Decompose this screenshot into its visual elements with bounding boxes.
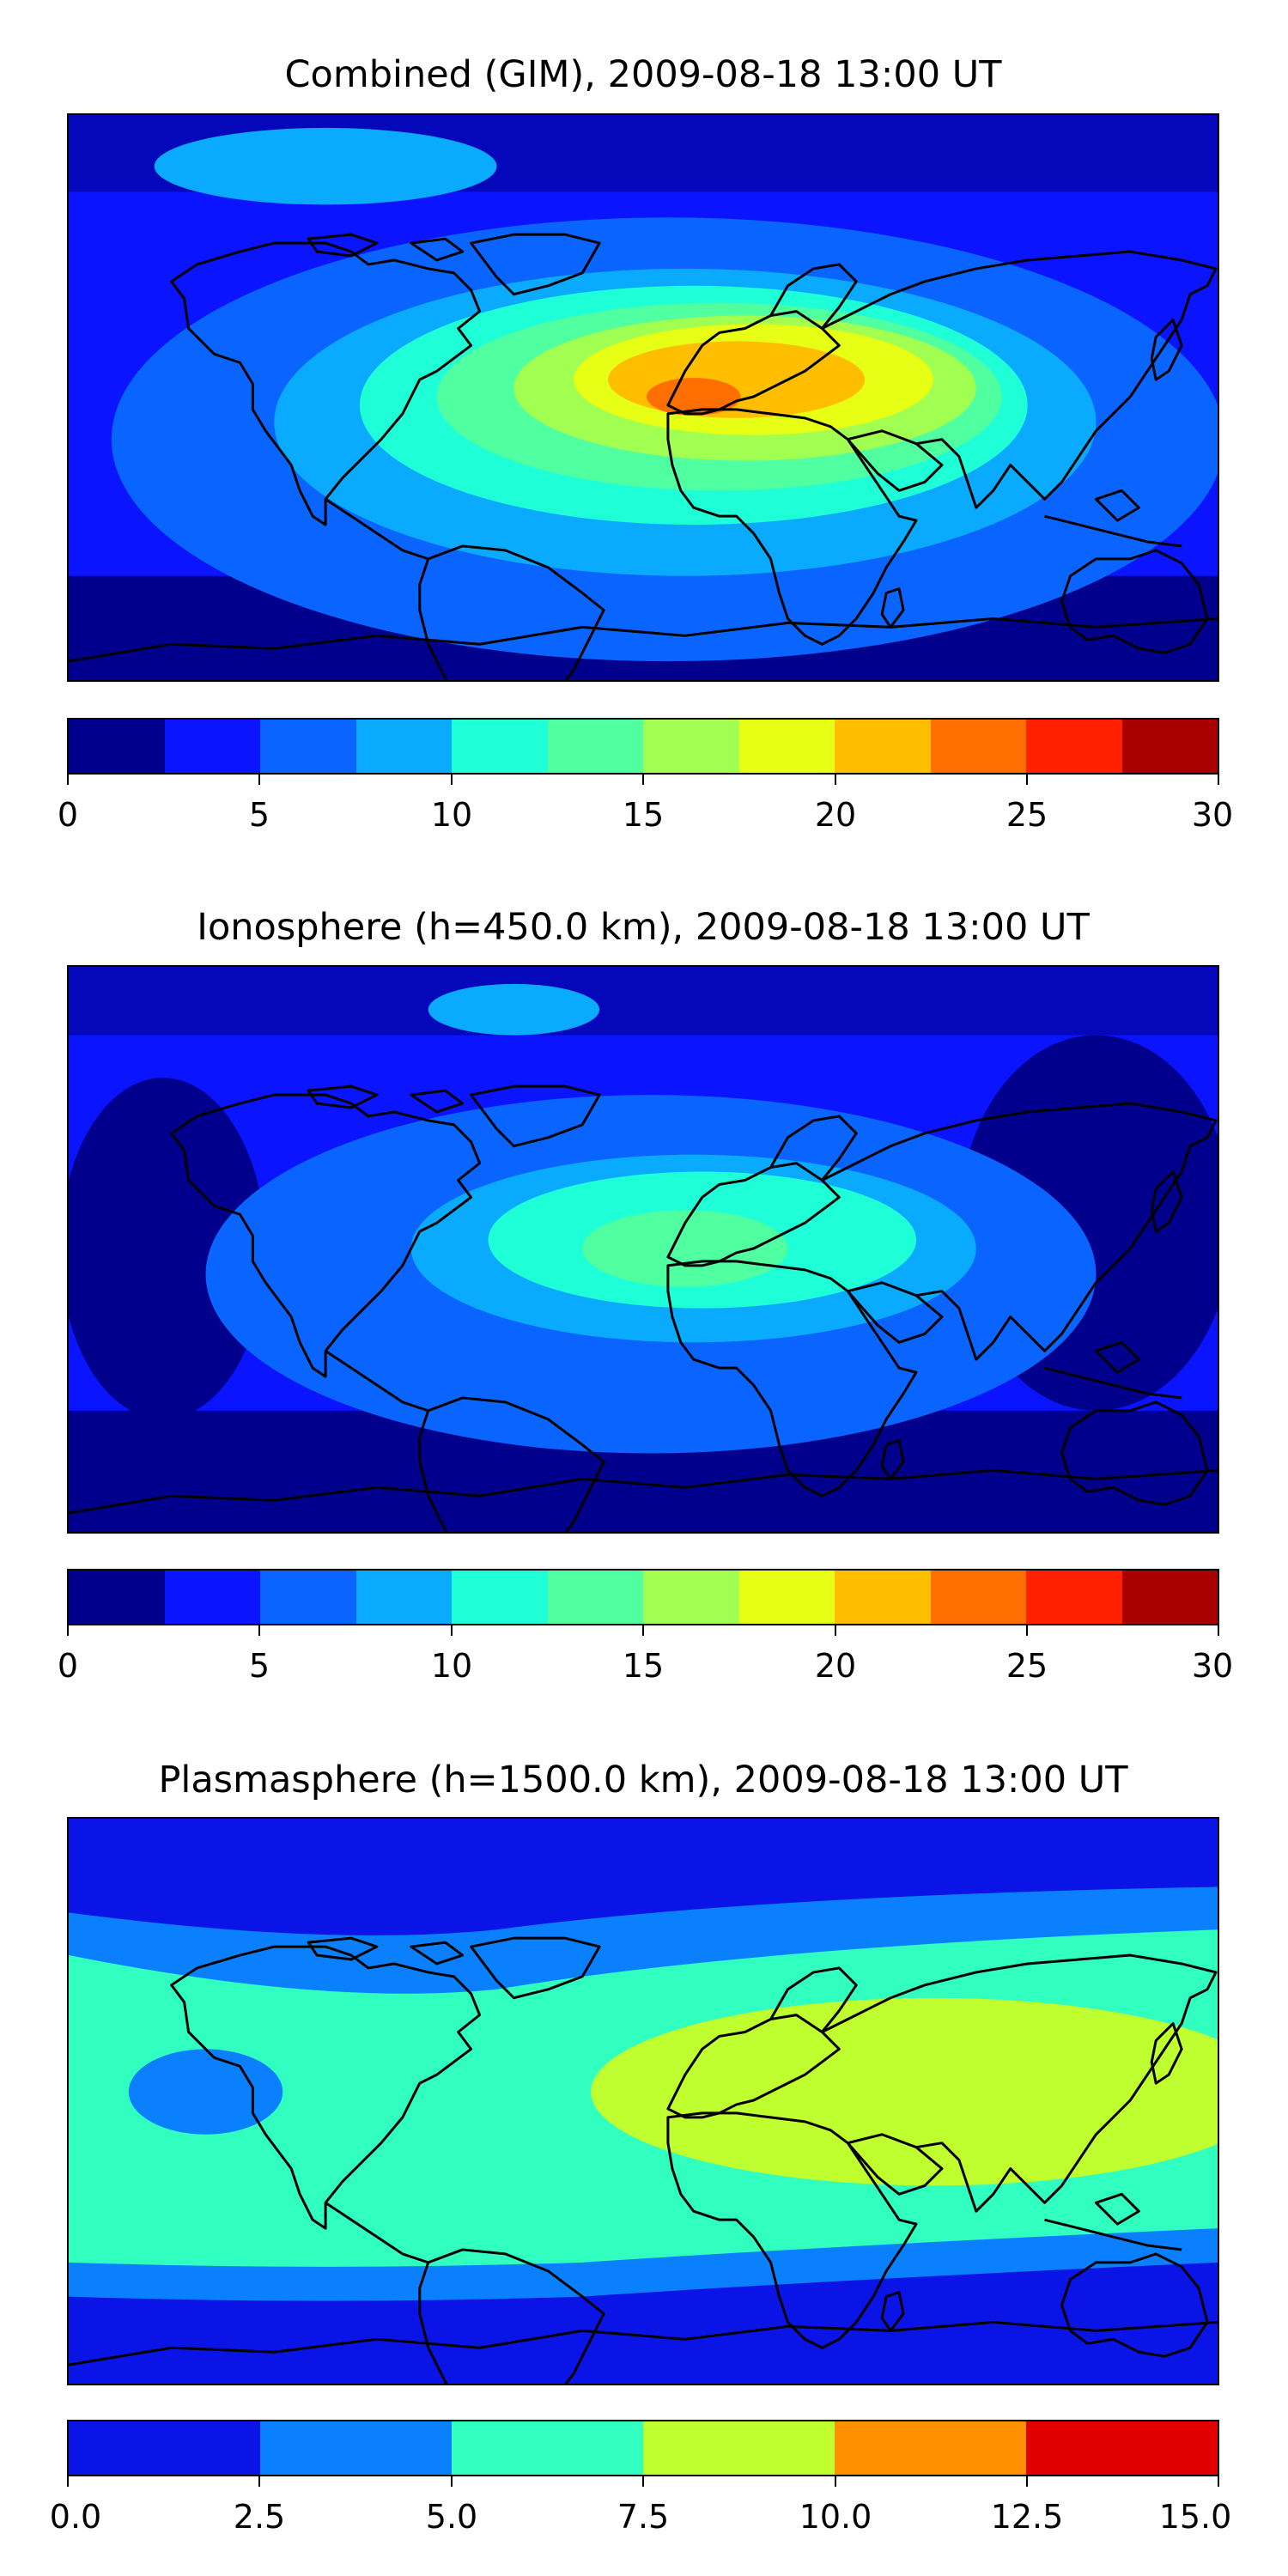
colorbar-tick <box>1026 1625 1028 1636</box>
colorbar-segment <box>69 720 165 773</box>
colorbar-segment <box>643 2421 835 2475</box>
colorbar-segment <box>643 720 739 773</box>
colorbar-tick <box>451 775 453 785</box>
colorbar-tick-label: 15.0 <box>1158 2498 1232 2536</box>
colorbar-tick-label: 5 <box>248 1647 270 1685</box>
colorbar-tick <box>1218 1625 1219 1636</box>
colorbar-segment <box>1121 1571 1218 1624</box>
colorbar-segment <box>355 1571 452 1624</box>
colorbar-ionosphere <box>67 1569 1219 1625</box>
colorbar-tick-label: 25 <box>1005 796 1048 834</box>
colorbar-segment <box>738 720 835 773</box>
colorbar-tick-label: 30 <box>1191 796 1234 834</box>
colorbar-tick <box>67 2476 69 2487</box>
colorbar-tick-label: 0 <box>57 1647 79 1685</box>
colorbar-segment <box>452 2421 643 2475</box>
colorbar-tick-label: 20 <box>814 1647 857 1685</box>
tec-map-plasmasphere <box>67 1817 1219 2385</box>
colorbar-tick <box>67 775 69 785</box>
colorbar-tick <box>835 1625 836 1636</box>
colorbar-tick-label: 10.0 <box>799 2498 872 2536</box>
map-title: Plasmasphere (h=1500.0 km), 2009-08-18 1… <box>158 1759 1128 1801</box>
colorbar-tick-label: 30 <box>1191 1647 1234 1685</box>
colorbar-tick <box>835 2476 836 2487</box>
colorbar-segment <box>547 720 643 773</box>
colorbar-segment <box>260 2421 452 2475</box>
tec-map-ionosphere <box>67 965 1219 1534</box>
colorbar-tick <box>642 775 644 785</box>
colorbar-tick <box>642 1625 644 1636</box>
colorbar-tick-label: 5 <box>248 796 270 834</box>
colorbar-segment <box>164 720 260 773</box>
colorbar-tick-label: 15 <box>622 796 665 834</box>
colorbar-segment <box>452 720 548 773</box>
colorbar-segment <box>643 1571 739 1624</box>
colorbar-tick-label: 10 <box>430 1647 473 1685</box>
colorbar-segment <box>69 1571 165 1624</box>
colorbar-tick <box>67 1625 69 1636</box>
colorbar-tick <box>1026 2476 1028 2487</box>
colorbar-tick-label: 12.5 <box>990 2498 1064 2536</box>
colorbar-tick <box>258 775 260 785</box>
colorbar-tick <box>642 2476 644 2487</box>
colorbar-tick <box>451 1625 453 1636</box>
colorbar-segment <box>1026 720 1122 773</box>
colorbar-tick-label: 7.5 <box>617 2498 670 2536</box>
colorbar-segment <box>835 2421 1026 2475</box>
colorbar-tick-label: 10 <box>430 796 473 834</box>
colorbar-segment <box>1121 720 1218 773</box>
colorbar-segment <box>260 1571 356 1624</box>
colorbar-tick <box>1218 775 1219 785</box>
colorbar-segment <box>930 720 1026 773</box>
colorbar-tick <box>835 775 836 785</box>
colorbar-segment <box>738 1571 835 1624</box>
colorbar-tick-label: 5.0 <box>425 2498 478 2536</box>
colorbar-tick <box>451 2476 453 2487</box>
colorbar-tick <box>258 1625 260 1636</box>
colorbar-tick-label: 2.5 <box>233 2498 286 2536</box>
colorbar-segment <box>1026 1571 1122 1624</box>
colorbar-segment <box>835 720 931 773</box>
colorbar-tick <box>1026 775 1028 785</box>
colorbar-segment <box>355 720 452 773</box>
colorbar-tick-label: 25 <box>1005 1647 1048 1685</box>
tec-map-combined <box>67 113 1219 682</box>
colorbar-segment <box>1026 2421 1218 2475</box>
colorbar-segment <box>452 1571 548 1624</box>
colorbar-tick-label: 0.0 <box>49 2498 102 2536</box>
map-title: Ionosphere (h=450.0 km), 2009-08-18 13:0… <box>197 906 1090 949</box>
colorbar-combined <box>67 718 1219 775</box>
colorbar-tick <box>258 2476 260 2487</box>
colorbar-segment <box>164 1571 260 1624</box>
colorbar-segment <box>930 1571 1026 1624</box>
colorbar-segment <box>69 2421 260 2475</box>
map-title: Combined (GIM), 2009-08-18 13:00 UT <box>284 53 1002 96</box>
colorbar-plasmasphere <box>67 2420 1219 2476</box>
colorbar-segment <box>835 1571 931 1624</box>
colorbar-tick-label: 15 <box>622 1647 665 1685</box>
colorbar-tick-label: 0 <box>57 796 79 834</box>
colorbar-tick <box>1218 2476 1219 2487</box>
colorbar-segment <box>547 1571 643 1624</box>
colorbar-tick-label: 20 <box>814 796 857 834</box>
colorbar-segment <box>260 720 356 773</box>
